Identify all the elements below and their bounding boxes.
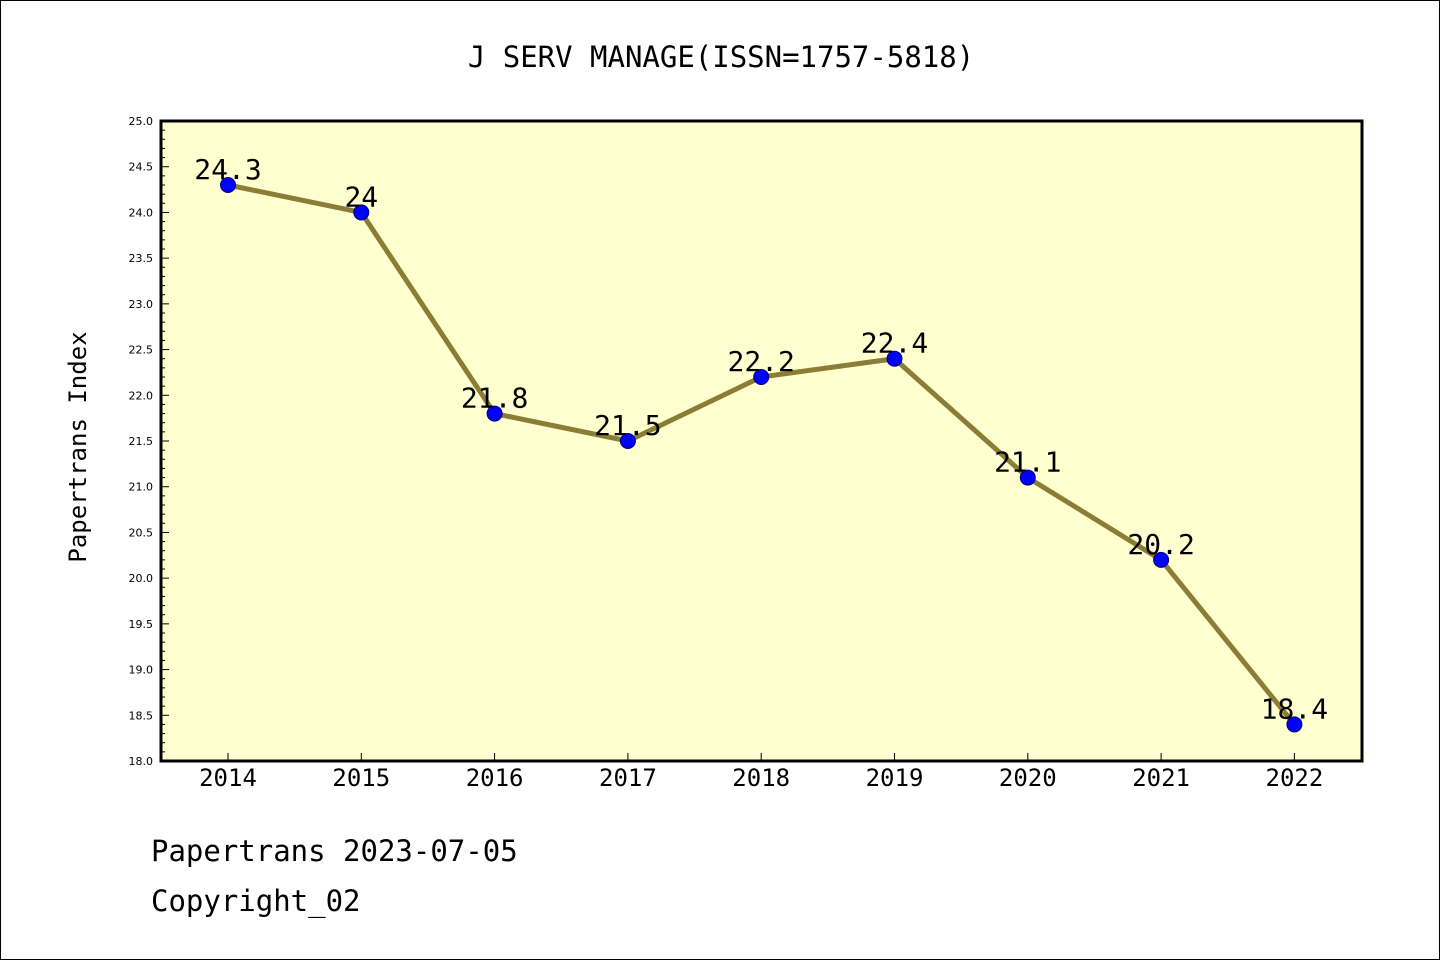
data-point	[886, 350, 903, 367]
plot-border	[159, 119, 1364, 763]
plot-area	[161, 121, 1362, 761]
data-point	[1286, 716, 1303, 733]
y-tick-label: 20.5	[129, 526, 154, 539]
y-tick-label: 23.0	[129, 298, 154, 311]
x-tick-label: 2017	[599, 764, 657, 792]
y-tick-label: 21.5	[129, 435, 154, 448]
y-tick-label: 19.0	[129, 664, 154, 677]
chart-title: J SERV MANAGE(ISSN=1757-5818)	[468, 40, 974, 74]
data-point	[619, 433, 636, 449]
data-point	[220, 177, 236, 193]
x-tick-label: 2016	[466, 764, 524, 792]
data-labels: 24.3 24 21.8 21.5 22.2 22.4 21.1 20.2 18.4	[194, 153, 1328, 725]
data-markers	[220, 177, 1303, 733]
y-tick-label: 18.0	[129, 755, 154, 768]
footer-date: Papertrans 2023-07-05	[151, 834, 518, 868]
data-point	[1019, 469, 1036, 486]
y-tick-label: 23.5	[129, 252, 154, 265]
y-tick-label: 18.5	[129, 709, 154, 722]
data-label: 21.8	[461, 382, 528, 415]
data-label: 22.4	[861, 327, 928, 360]
y-tick-label: 21.0	[129, 481, 154, 494]
x-tick-label: 2021	[1132, 764, 1190, 792]
data-label: 24	[344, 180, 378, 213]
x-tick-label: 2020	[999, 764, 1057, 792]
y-axis-ticks: 18.0 18.5 19.0 19.5 20.0 20.5 21.0 21.5 22.0 22.5…	[129, 115, 169, 768]
x-tick-label: 2014	[199, 764, 257, 792]
data-label: 21.1	[994, 446, 1061, 479]
x-tick-label: 2019	[866, 764, 924, 792]
y-tick-label: 22.5	[129, 344, 154, 357]
x-tick-label: 2015	[332, 764, 390, 792]
data-label: 21.5	[594, 409, 661, 442]
data-point	[1153, 551, 1170, 568]
x-tick-label: 2018	[732, 764, 790, 792]
data-label: 20.2	[1127, 528, 1194, 561]
y-tick-label: 19.5	[129, 618, 154, 631]
y-tick-label: 24.0	[129, 206, 154, 219]
data-point	[486, 405, 503, 422]
data-point	[753, 369, 770, 385]
x-tick-label: 2022	[1266, 764, 1324, 792]
data-label: 22.2	[727, 345, 794, 378]
data-point	[353, 204, 370, 221]
x-axis-ticks: 2014 2015 2016 2017 2018 2019 2020 2021 2022	[199, 753, 1323, 792]
y-tick-label: 20.0	[129, 572, 154, 585]
y-axis-label: Papertrans Index	[64, 331, 92, 562]
y-tick-label: 22.0	[129, 389, 154, 402]
y-tick-label: 25.0	[129, 115, 154, 128]
footer-copyright: Copyright_02	[151, 884, 361, 918]
y-tick-label: 24.5	[129, 161, 154, 174]
data-label: 24.3	[194, 153, 261, 186]
data-label: 18.4	[1261, 692, 1328, 725]
